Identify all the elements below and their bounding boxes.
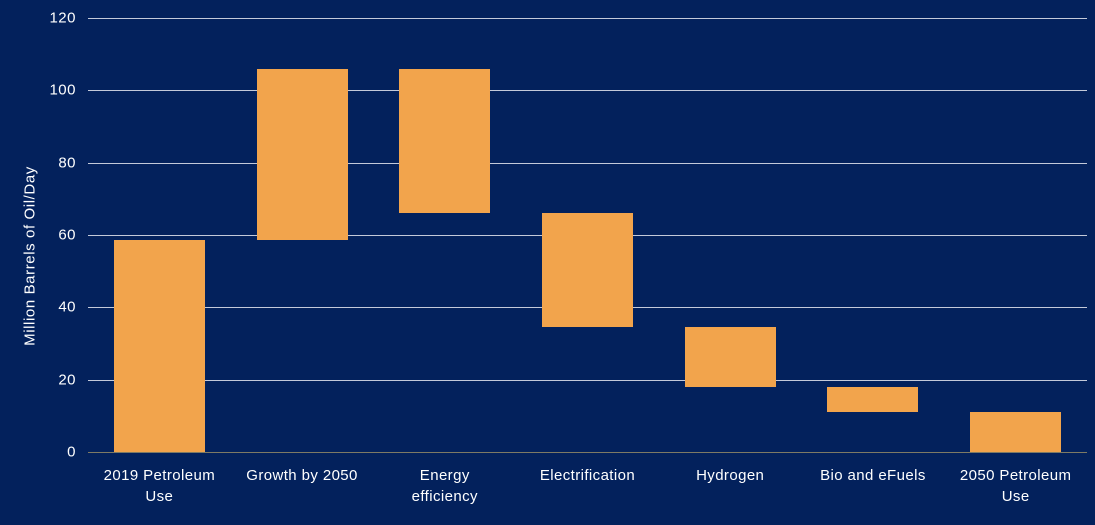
x-axis-label: 2050 Petroleum Use (959, 467, 1072, 505)
waterfall-bar-4 (541, 213, 633, 328)
x-axis-label: Electrification (539, 467, 636, 484)
gridline (88, 18, 1087, 19)
x-axis-label: Growth by 2050 (246, 467, 358, 484)
x-axis-label: 2019 Petroleum Use (103, 467, 216, 505)
gridline (88, 162, 1087, 164)
waterfall-bar-7 (970, 412, 1062, 452)
y-tick-label: 100 (49, 81, 76, 99)
waterfall-bar-5 (684, 327, 776, 387)
waterfall-bar-3 (399, 68, 491, 214)
y-tick-label: 40 (58, 298, 76, 316)
gridline (88, 379, 1087, 381)
plot-area: 0 20 40 60 80 100 120 2019 Petroleum Use Growth … (49, 10, 1087, 505)
zero-axis-line (88, 452, 1087, 453)
x-axis-label: Energy efficiency (411, 467, 478, 505)
waterfall-bar-1 (113, 240, 205, 452)
waterfall-bar-2 (256, 68, 348, 241)
waterfall-bar-6 (827, 386, 919, 413)
y-tick-label: 80 (58, 154, 76, 172)
y-tick-label: 0 (67, 443, 76, 461)
y-tick-label: 20 (58, 371, 76, 389)
y-tick-label: 120 (49, 9, 76, 27)
y-axis-title: Million Barrels of Oil/Day (21, 166, 39, 346)
y-tick-label: 60 (58, 226, 76, 244)
x-axis-label: Hydrogen (696, 467, 765, 484)
x-axis-label: Bio and eFuels (820, 467, 926, 484)
gridline (88, 90, 1087, 92)
